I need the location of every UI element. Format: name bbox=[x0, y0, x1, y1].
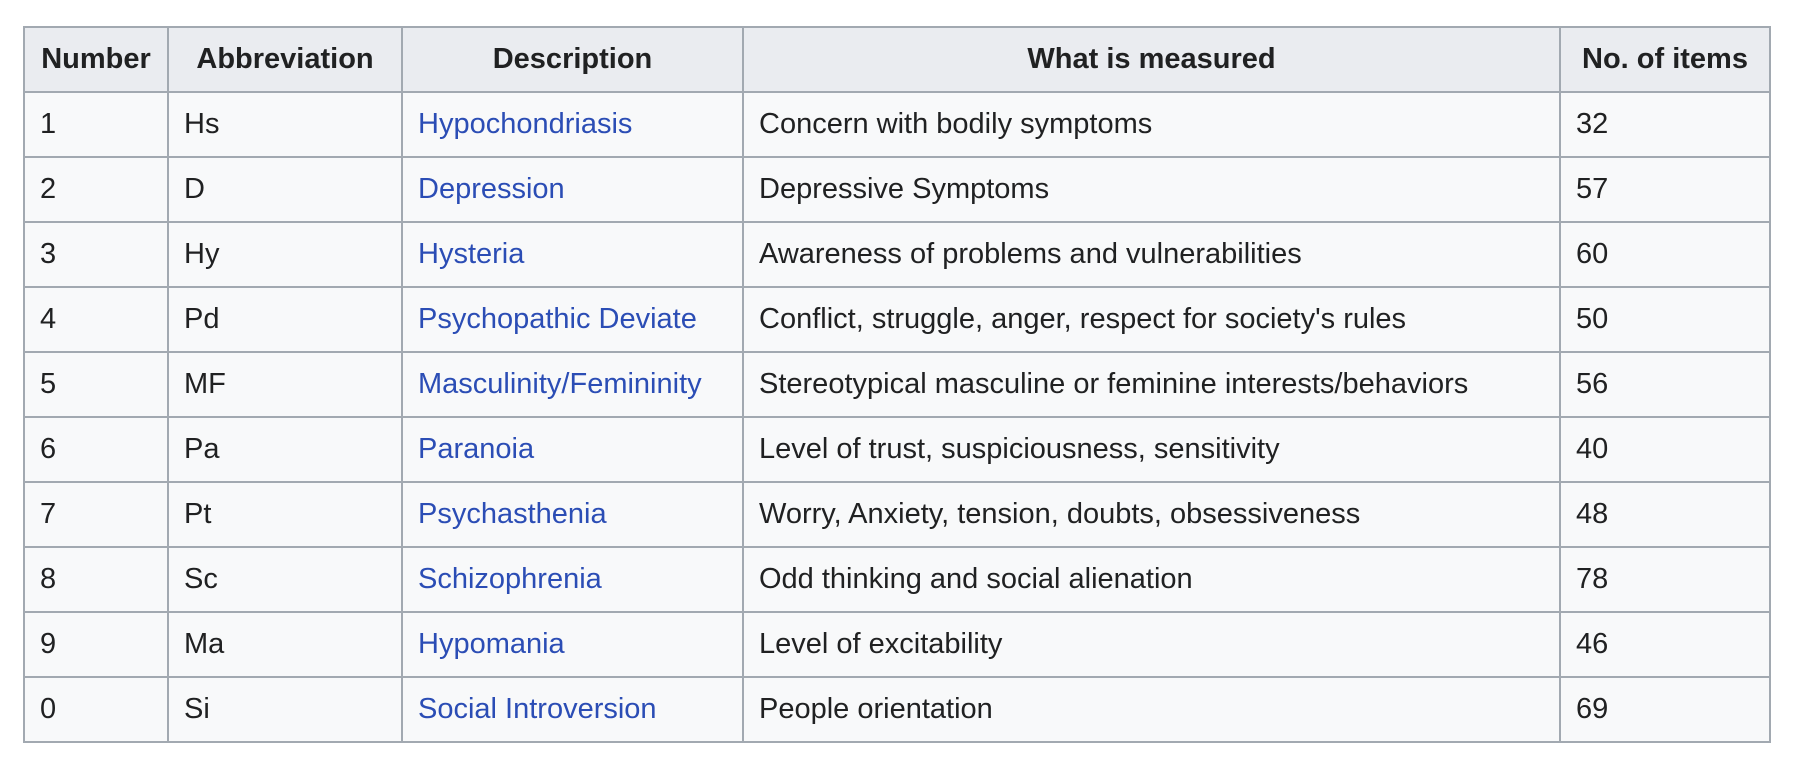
cell-items: 78 bbox=[1559, 546, 1771, 613]
cell-measured: Awareness of problems and vulnerabilitie… bbox=[742, 221, 1561, 288]
cell-measured: Concern with bodily symptoms bbox=[742, 91, 1561, 158]
description-link[interactable]: Hypomania bbox=[418, 627, 565, 660]
cell-number: 5 bbox=[23, 351, 169, 418]
description-link[interactable]: Hysteria bbox=[418, 237, 525, 270]
cell-items: 56 bbox=[1559, 351, 1771, 418]
cell-number: 1 bbox=[23, 91, 169, 158]
cell-items: 48 bbox=[1559, 481, 1771, 548]
cell-abbreviation: Si bbox=[167, 676, 403, 743]
description-link[interactable]: Hypochondriasis bbox=[418, 107, 633, 140]
cell-abbreviation: Pa bbox=[167, 416, 403, 483]
cell-abbreviation: Pd bbox=[167, 286, 403, 353]
cell-description: Psychopathic Deviate bbox=[401, 286, 744, 353]
description-link[interactable]: Paranoia bbox=[418, 432, 535, 465]
table-row: 1 Hs Hypochondriasis Concern with bodily sy… bbox=[23, 91, 1771, 158]
description-link[interactable]: Depression bbox=[418, 172, 565, 205]
cell-measured: Depressive Symptoms bbox=[742, 156, 1561, 223]
cell-abbreviation: Hy bbox=[167, 221, 403, 288]
cell-description: Schizophrenia bbox=[401, 546, 744, 613]
cell-items: 46 bbox=[1559, 611, 1771, 678]
table-row: 7 Pt Psychasthenia Worry, Anxiety, tension,… bbox=[23, 481, 1771, 548]
cell-abbreviation: MF bbox=[167, 351, 403, 418]
table-row: 8 Sc Schizophrenia Odd thinking and social … bbox=[23, 546, 1771, 613]
cell-measured: Odd thinking and social alienation bbox=[742, 546, 1561, 613]
cell-measured: Stereotypical masculine or feminine inte… bbox=[742, 351, 1561, 418]
cell-abbreviation: Hs bbox=[167, 91, 403, 158]
column-header-description: Description bbox=[401, 26, 744, 93]
cell-description: Social Introversion bbox=[401, 676, 744, 743]
mmpi-scales-table: Number Abbreviation Description What is mea… bbox=[23, 26, 1771, 743]
cell-number: 3 bbox=[23, 221, 169, 288]
column-header-items: No. of items bbox=[1559, 26, 1771, 93]
cell-items: 40 bbox=[1559, 416, 1771, 483]
cell-number: 2 bbox=[23, 156, 169, 223]
header-row: Number Abbreviation Description What is mea… bbox=[23, 26, 1771, 93]
description-link[interactable]: Psychopathic Deviate bbox=[418, 302, 697, 335]
description-link[interactable]: Masculinity/Femininity bbox=[418, 367, 702, 400]
column-header-measured: What is measured bbox=[742, 26, 1561, 93]
column-header-number: Number bbox=[23, 26, 169, 93]
cell-description: Hypomania bbox=[401, 611, 744, 678]
cell-items: 69 bbox=[1559, 676, 1771, 743]
cell-measured: People orientation bbox=[742, 676, 1561, 743]
description-link[interactable]: Psychasthenia bbox=[418, 497, 607, 530]
cell-items: 57 bbox=[1559, 156, 1771, 223]
cell-abbreviation: Pt bbox=[167, 481, 403, 548]
cell-measured: Level of trust, suspiciousness, sensitiv… bbox=[742, 416, 1561, 483]
cell-items: 60 bbox=[1559, 221, 1771, 288]
cell-description: Hypochondriasis bbox=[401, 91, 744, 158]
cell-number: 4 bbox=[23, 286, 169, 353]
table-row: 6 Pa Paranoia Level of trust, suspiciousnes… bbox=[23, 416, 1771, 483]
table-row: 4 Pd Psychopathic Deviate Conflict, struggl… bbox=[23, 286, 1771, 353]
cell-description: Masculinity/Femininity bbox=[401, 351, 744, 418]
cell-description: Paranoia bbox=[401, 416, 744, 483]
cell-measured: Worry, Anxiety, tension, doubts, obsessi… bbox=[742, 481, 1561, 548]
cell-number: 6 bbox=[23, 416, 169, 483]
cell-description: Psychasthenia bbox=[401, 481, 744, 548]
cell-number: 7 bbox=[23, 481, 169, 548]
cell-abbreviation: D bbox=[167, 156, 403, 223]
column-header-abbreviation: Abbreviation bbox=[167, 26, 403, 93]
cell-measured: Conflict, struggle, anger, respect for s… bbox=[742, 286, 1561, 353]
cell-items: 32 bbox=[1559, 91, 1771, 158]
table-row: 2 D Depression Depressive Symptoms 57 bbox=[23, 156, 1771, 223]
cell-number: 8 bbox=[23, 546, 169, 613]
cell-abbreviation: Ma bbox=[167, 611, 403, 678]
table-row: 5 MF Masculinity/Femininity Stereotypical m… bbox=[23, 351, 1771, 418]
cell-measured: Level of excitability bbox=[742, 611, 1561, 678]
cell-items: 50 bbox=[1559, 286, 1771, 353]
table-row: 0 Si Social Introversion People orientation… bbox=[23, 676, 1771, 743]
table-row: 9 Ma Hypomania Level of excitability 46 bbox=[23, 611, 1771, 678]
cell-abbreviation: Sc bbox=[167, 546, 403, 613]
cell-description: Depression bbox=[401, 156, 744, 223]
description-link[interactable]: Social Introversion bbox=[418, 692, 657, 725]
table-row: 3 Hy Hysteria Awareness of problems and vul… bbox=[23, 221, 1771, 288]
cell-description: Hysteria bbox=[401, 221, 744, 288]
cell-number: 9 bbox=[23, 611, 169, 678]
cell-number: 0 bbox=[23, 676, 169, 743]
description-link[interactable]: Schizophrenia bbox=[418, 562, 602, 595]
